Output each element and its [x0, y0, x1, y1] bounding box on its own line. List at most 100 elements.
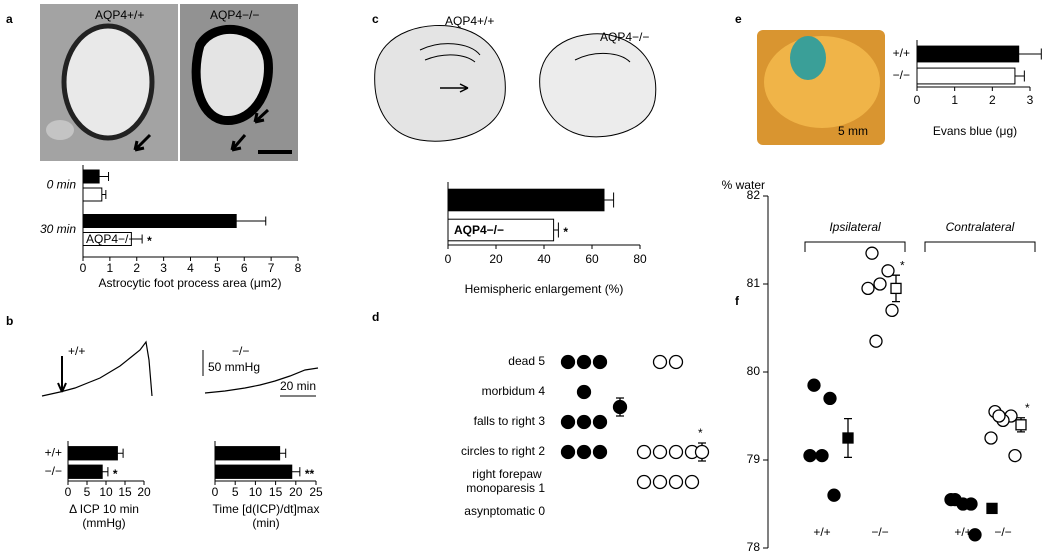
data-point [803, 448, 817, 463]
data-point [576, 354, 592, 370]
bar [916, 45, 1020, 63]
category-label: +/+ [893, 46, 910, 60]
data-point [984, 431, 998, 445]
significance-mark: * [147, 234, 152, 248]
data-point [576, 384, 592, 400]
y-tick-label: dead 5 [508, 354, 545, 368]
bar [214, 464, 293, 479]
error-bar [553, 222, 559, 238]
trace-label: −/− [232, 344, 249, 358]
panel-label: b [6, 314, 13, 328]
scale-label: 20 min [280, 379, 316, 393]
error-bar [101, 189, 107, 200]
data-point [636, 474, 652, 490]
x-axis-label: Evans blue (μg) [933, 124, 1017, 138]
significance-mark: * [113, 467, 118, 481]
panel-label: f [735, 294, 740, 308]
panel-label: e [735, 12, 742, 26]
bar [214, 446, 281, 461]
error-bar [131, 234, 143, 244]
category-label: −/− [45, 464, 62, 478]
x-tick-label: 5 [232, 485, 239, 499]
error-bar [1018, 48, 1042, 60]
x-axis-label: (mmHg) [82, 516, 125, 530]
data-point [652, 444, 668, 460]
x-tick-label: 10 [249, 485, 263, 499]
y-tick-label: 80 [747, 364, 761, 378]
x-axis-label: Hemispheric enlargement (%) [465, 282, 624, 296]
group-label: Contralateral [946, 220, 1015, 234]
data-point [869, 334, 883, 348]
error-bar [291, 467, 301, 477]
data-point [668, 444, 684, 460]
data-point [576, 444, 592, 460]
data-point [823, 391, 837, 406]
micrograph-ko [180, 4, 298, 161]
brain-slice [374, 25, 506, 142]
significance-mark: * [698, 426, 703, 440]
x-tick-label: 20 [489, 252, 503, 266]
mean-marker [986, 502, 998, 515]
bracket [924, 241, 1036, 252]
mean-marker [694, 444, 710, 460]
x-tick-label: 2 [133, 261, 140, 275]
category-label: AQP4+/+ [454, 193, 504, 207]
x-tick-label: 4 [187, 261, 194, 275]
series-label: AQP4−/− [86, 232, 135, 246]
data-point [652, 354, 668, 370]
arrow [440, 83, 469, 93]
data-point [956, 497, 970, 511]
error-bar [117, 448, 124, 458]
arrow [133, 133, 152, 152]
x-tick-label: 25 [309, 485, 323, 499]
bar [67, 446, 118, 461]
x-tick-label: 0 [914, 93, 921, 107]
error-bar [604, 192, 615, 208]
data-point [992, 409, 1006, 423]
x-tick-label: 60 [585, 252, 599, 266]
x-tick-label: 40 [537, 252, 551, 266]
y-tick-label: asynptomatic 0 [464, 504, 545, 518]
slice-detail [574, 53, 631, 63]
vessel [191, 25, 273, 126]
category-label: 30 min [40, 222, 76, 236]
category-label: −/− [871, 525, 888, 539]
significance-mark: * [563, 225, 568, 239]
data-point [652, 474, 668, 490]
data-point [885, 303, 899, 318]
data-point [944, 492, 958, 507]
x-tick-label: 6 [241, 261, 248, 275]
category-label: +/+ [954, 525, 971, 539]
scale-label: 5 mm [838, 124, 868, 138]
y-tick-label: right forepaw monoparesis 1 [466, 467, 545, 495]
x-axis-label: Astrocytic foot process area (μm2) [99, 276, 282, 290]
icp-trace [204, 367, 319, 394]
y-axis-label: % water [722, 178, 765, 192]
x-tick-label: 2 [989, 93, 996, 107]
data-point [827, 488, 841, 502]
icp-trace [41, 340, 153, 397]
x-tick-label: 80 [633, 252, 647, 266]
data-point [668, 474, 684, 490]
panel-label: a [6, 12, 13, 26]
data-point [592, 444, 608, 460]
data-point [684, 474, 700, 490]
error-bar [236, 216, 267, 226]
x-tick-label: 0 [212, 485, 219, 499]
category-label: AQP4−/− [454, 223, 504, 237]
x-tick-label: 0 [80, 261, 87, 275]
x-tick-label: 0 [65, 485, 72, 499]
error-bar [1014, 70, 1025, 82]
data-point [636, 444, 652, 460]
image-label: AQP4+/+ [95, 8, 144, 22]
y-tick-label: 81 [747, 276, 761, 290]
bar [67, 464, 103, 479]
x-tick-label: 3 [1027, 93, 1034, 107]
error-bar [102, 467, 109, 477]
data-point [560, 444, 576, 460]
scale-label: 50 mmHg [208, 360, 260, 374]
series-label: AQP4+/+ [86, 214, 135, 228]
data-point [592, 354, 608, 370]
group-label: Ipsilateral [829, 220, 881, 234]
y-tick-label: 78 [747, 540, 761, 554]
